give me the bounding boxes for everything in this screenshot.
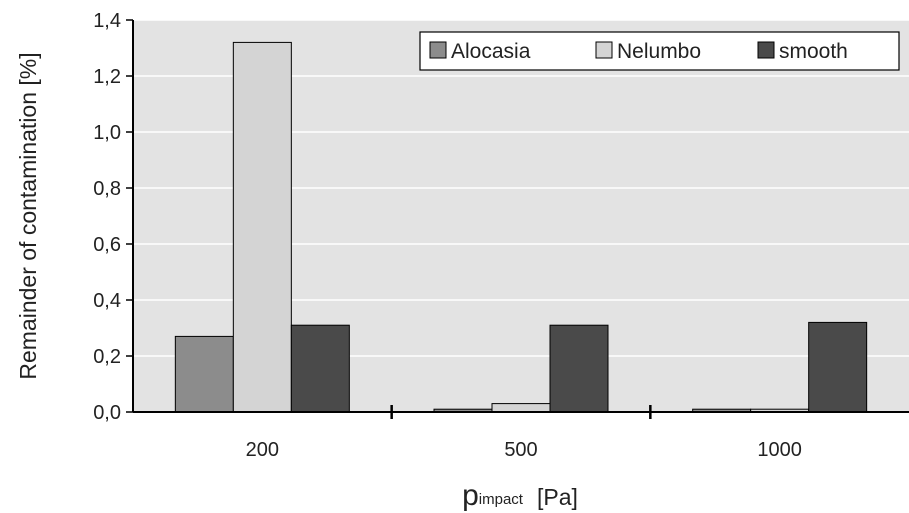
x-tick-label: 500 — [504, 439, 537, 461]
y-tick-label: 1,4 — [93, 10, 121, 32]
x-axis-title-unit: [Pa] — [537, 484, 578, 510]
bar-smooth-1000 — [808, 321, 868, 413]
legend-swatch-smooth — [757, 41, 775, 59]
y-tick-label: 0,0 — [93, 402, 121, 424]
y-tick-label: 1,2 — [93, 66, 121, 88]
legend-label-nelumbo: Nelumbo — [617, 40, 701, 63]
x-axis-title-main: p — [462, 479, 479, 512]
axes — [132, 20, 909, 413]
legend-label-alocasia: Alocasia — [451, 40, 531, 63]
bar-smooth-200 — [290, 324, 350, 413]
y-tick-label: 0,2 — [93, 346, 121, 368]
x-axis-title-subscript: impact — [479, 491, 524, 508]
y-ticks: 0,0 0,2 0,4 0,6 0,8 1,0 1,2 1,4 — [93, 10, 133, 424]
bar-alocasia-200 — [174, 335, 234, 413]
y-tick-label: 1,0 — [93, 122, 121, 144]
y-tick-label: 0,4 — [93, 290, 121, 312]
y-tick-label: 0,6 — [93, 234, 121, 256]
legend-swatch-alocasia — [429, 41, 447, 59]
bar-smooth-500 — [549, 324, 609, 413]
bar-nelumbo-200 — [232, 41, 292, 413]
legend-box — [419, 31, 900, 71]
x-tick-label: 200 — [246, 439, 279, 461]
legend-label-smooth: smooth — [779, 40, 848, 63]
legend-swatch-nelumbo — [595, 41, 613, 59]
y-tick-label: 0,8 — [93, 178, 121, 200]
x-tick-label: 1000 — [757, 439, 802, 461]
y-axis-title: Remainder of contamination [%] — [15, 52, 41, 379]
x-axis-title: pimpact [Pa] — [462, 479, 578, 512]
x-ticks: 200 500 1000 — [246, 405, 802, 461]
bar-nelumbo-500 — [491, 403, 551, 413]
legend: Alocasia Nelumbo smooth — [419, 31, 900, 71]
